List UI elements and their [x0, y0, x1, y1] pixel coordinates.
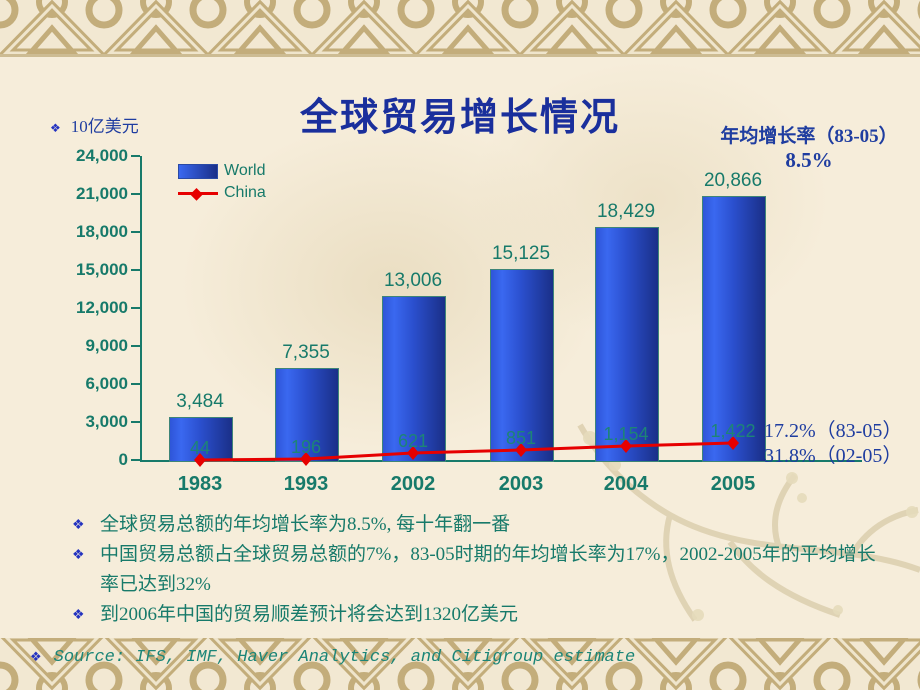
border-pattern-top [0, 0, 920, 57]
y-tick-mark [131, 269, 140, 271]
y-tick-mark [131, 193, 140, 195]
diamond-bullet-icon: ❖ [50, 121, 61, 135]
y-tick-label: 24,000 [76, 146, 128, 165]
line-value-label: 1,154 [603, 424, 649, 444]
y-tick-label: 12,000 [76, 298, 128, 317]
line-value-label: 196 [290, 437, 322, 457]
x-axis-label: 2003 [498, 473, 544, 495]
world-bar-swatch-icon [178, 163, 218, 179]
world-bar [490, 269, 554, 462]
growth-rate-note-value: 8.5% [785, 148, 833, 172]
growth-rate-note: 年均增长率（83-05） 8.5% [704, 126, 914, 172]
diamond-bullet-icon: ❖ [30, 649, 42, 664]
y-tick-mark [131, 383, 140, 385]
x-axis-label: 2005 [710, 473, 756, 495]
legend-label-china: China [224, 184, 266, 201]
bar-value-label: 7,355 [282, 342, 330, 363]
x-axis-label: 1993 [283, 473, 329, 495]
legend-item-china: China [178, 182, 266, 204]
line-value-label: 621 [397, 431, 429, 451]
line-value-label: 1,422 [710, 421, 756, 441]
chart-legend: World China [178, 160, 266, 204]
legend-item-world: World [178, 160, 266, 182]
bullet-item: ❖ 中国贸易总额占全球贸易总额的7%，83-05时期的年均增长率为17%，2002… [70, 540, 880, 600]
world-bar [702, 196, 766, 462]
unit-label-text: 10亿美元 [70, 117, 139, 136]
y-tick-label: 0 [118, 450, 128, 469]
source-note: ❖ Source: IFS, IMF, Haver Analytics, and … [30, 648, 635, 667]
world-bar [382, 296, 446, 462]
bullet-text: 中国贸易总额占全球贸易总额的7%，83-05时期的年均增长率为17%，2002-… [100, 544, 876, 595]
bullet-item: ❖ 全球贸易总额的年均增长率为8.5%, 每十年翻一番 [70, 510, 880, 540]
y-tick-label: 6,000 [85, 374, 128, 393]
y-tick-mark [131, 231, 140, 233]
y-tick-mark [131, 345, 140, 347]
china-growth-83-05: 17.2%（83-05） [764, 420, 903, 442]
y-tick-label: 18,000 [76, 222, 128, 241]
world-bar [595, 227, 659, 462]
y-tick-label: 21,000 [76, 184, 128, 203]
china-growth-02-05: 31.8%（02-05） [764, 445, 903, 467]
bar-value-label: 3,484 [176, 391, 224, 412]
bullet-item: ❖ 到2006年中国的贸易顺差预计将会达到1320亿美元 [70, 600, 880, 630]
growth-rate-note-title: 年均增长率（83-05） [720, 126, 898, 147]
y-axis-unit-label: ❖ 10亿美元 [50, 112, 139, 137]
border-pattern-bottom [0, 638, 920, 690]
line-value-label: 851 [505, 428, 537, 448]
bullet-text: 全球贸易总额的年均增长率为8.5%, 每十年翻一番 [100, 514, 511, 535]
x-axis-label: 2002 [390, 473, 436, 495]
diamond-bullet-icon: ❖ [72, 548, 85, 563]
x-axis-label: 2004 [603, 473, 649, 495]
legend-label-world: World [224, 162, 266, 179]
y-tick-mark [131, 155, 140, 157]
line-value-label: 44 [189, 438, 211, 458]
y-tick-label: 9,000 [85, 336, 128, 355]
diamond-bullet-icon: ❖ [72, 608, 85, 623]
bar-value-label: 20,866 [703, 170, 763, 191]
y-tick-mark [131, 459, 140, 461]
china-growth-annotations: 17.2%（83-05） 31.8%（02-05） [764, 419, 902, 469]
china-line-swatch-icon [178, 187, 218, 201]
x-axis-label: 1983 [177, 473, 223, 495]
y-tick-label: 3,000 [85, 412, 128, 431]
diamond-bullet-icon: ❖ [72, 518, 85, 533]
y-tick-mark [131, 421, 140, 423]
y-axis-line [140, 156, 142, 462]
slide-title: 全球贸易增长情况 [299, 97, 620, 139]
bar-value-label: 15,125 [491, 243, 551, 264]
source-text: Source: IFS, IMF, Haver Analytics, and C… [53, 648, 636, 667]
y-tick-label: 15,000 [76, 260, 128, 279]
bar-value-label: 13,006 [383, 270, 443, 291]
y-tick-mark [131, 307, 140, 309]
bar-value-label: 18,429 [596, 201, 656, 222]
bullet-text: 到2006年中国的贸易顺差预计将会达到1320亿美元 [100, 604, 519, 625]
bullet-list: ❖ 全球贸易总额的年均增长率为8.5%, 每十年翻一番 ❖ 中国贸易总额占全球贸易总额… [70, 510, 880, 630]
